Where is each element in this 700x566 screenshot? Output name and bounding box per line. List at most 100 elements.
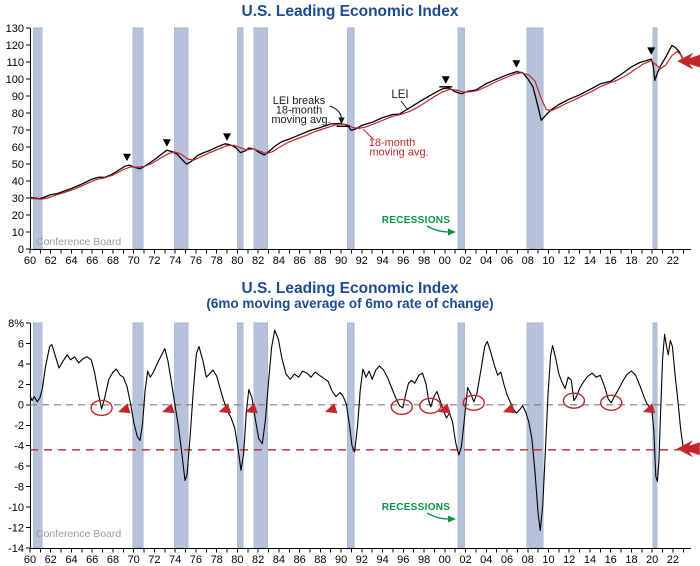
x-tick-label: 76 <box>190 255 202 267</box>
moving-avg-line <box>29 50 685 200</box>
recession-band <box>652 27 658 250</box>
y-tick-label: 10 <box>12 227 24 239</box>
x-tick-label: 92 <box>356 554 368 566</box>
recession-band <box>173 322 189 549</box>
x-tick-label: 78 <box>211 255 223 267</box>
y-tick-label: 6 <box>18 338 24 350</box>
false-alarm-oval-icon <box>390 398 413 416</box>
y-tick-label: 4 <box>18 359 24 371</box>
warning-arrowhead-icon <box>325 403 338 414</box>
x-tick-label: 86 <box>293 255 305 267</box>
recession-band <box>526 322 544 549</box>
x-tick-label: 12 <box>563 255 575 267</box>
x-tick-label: 62 <box>45 554 57 566</box>
x-tick-label: 94 <box>376 554 388 566</box>
recession-band <box>253 27 269 250</box>
recession-band <box>253 322 269 549</box>
y-tick-label: -8 <box>14 481 24 493</box>
x-tick-label: 16 <box>605 255 617 267</box>
y-tick-label: 130 <box>6 23 24 35</box>
recession-band <box>237 27 244 250</box>
x-tick-label: 18 <box>625 554 637 566</box>
x-tick-label: 22 <box>667 554 679 566</box>
x-tick-label: 78 <box>211 554 223 566</box>
false-alarm-oval-icon <box>419 397 442 414</box>
x-tick-label: 82 <box>252 255 264 267</box>
y-tick-label: -10 <box>8 502 24 514</box>
x-tick-label: 66 <box>86 554 98 566</box>
peak-marker-icon <box>441 76 450 84</box>
recessions-arrow-bottom <box>426 512 451 520</box>
y-tick-label: 0 <box>18 400 24 412</box>
x-tick-label: 02 <box>459 255 471 267</box>
y-tick-label: 2 <box>18 379 24 391</box>
recession-band <box>526 27 544 250</box>
warning-arrowhead-icon <box>502 403 516 414</box>
lei-breaks-annotation-line2: 18-month <box>276 105 322 117</box>
lei-breaks-annotation-line1: LEI breaks <box>273 95 326 107</box>
x-tick-label: 98 <box>418 255 430 267</box>
recession-band <box>457 322 465 549</box>
x-tick-label: 72 <box>148 554 160 566</box>
lei-rate-of-change-chart: 60 62 64 66 68 70 72 74 76 78 80 82 84 86 88 90 92 94 96 98… <box>8 318 700 566</box>
x-tick-label: 76 <box>190 554 202 566</box>
x-tick-label: 98 <box>418 554 430 566</box>
lei-breaks-arrowhead-icon <box>338 117 345 125</box>
warning-arrowhead-icon <box>245 403 258 414</box>
x-tick-label: 60 <box>24 554 36 566</box>
x-tick-label: 72 <box>148 255 160 267</box>
y-tick-label: -2 <box>14 420 24 432</box>
x-tick-label: 80 <box>231 255 243 267</box>
y-tick-label: -6 <box>14 461 24 473</box>
y-tick-label: 60 <box>12 142 24 154</box>
x-tick-label: 68 <box>107 255 119 267</box>
recession-band <box>32 27 43 250</box>
top-chart-title: U.S. Leading Economic Index <box>241 3 458 20</box>
recessions-arrowhead-top-icon <box>448 228 456 236</box>
false-alarm-oval-icon <box>600 394 623 411</box>
current-value-arrow-icon <box>676 440 700 458</box>
x-tick-label: 08 <box>522 554 534 566</box>
x-tick-label: 10 <box>542 255 554 267</box>
lei-line-label: LEI <box>391 89 408 101</box>
y-tick-label: 0 <box>18 244 24 256</box>
moving-avg-label-line2: moving avg. <box>369 147 428 159</box>
lei-line <box>29 44 683 200</box>
x-tick-label: 66 <box>86 255 98 267</box>
warning-arrowhead-icon <box>218 403 232 414</box>
warning-arrowhead-icon <box>438 403 451 414</box>
x-tick-label: 96 <box>397 255 409 267</box>
x-tick-label: 08 <box>522 255 534 267</box>
bottom-chart-subtitle: (6mo moving average of 6mo rate of chang… <box>206 296 493 311</box>
x-tick-label: 84 <box>273 554 285 566</box>
x-tick-label: 64 <box>65 554 77 566</box>
x-tick-label: 92 <box>356 255 368 267</box>
current-value-arrow-icon <box>677 52 700 70</box>
x-tick-label: 04 <box>480 554 492 566</box>
recessions-arrowhead-bottom-icon <box>448 515 456 523</box>
false-alarm-oval-icon <box>90 399 113 417</box>
x-tick-label: 22 <box>667 255 679 267</box>
warning-arrowhead-icon <box>642 403 656 414</box>
x-tick-label: 14 <box>584 255 596 267</box>
y-tick-label: 90 <box>12 91 24 103</box>
y-tick-label: 40 <box>12 176 24 188</box>
false-alarm-oval-icon <box>562 392 586 409</box>
source-credit-top: Conference Board <box>36 236 121 248</box>
x-tick-label: 82 <box>252 554 264 566</box>
x-tick-label: 18 <box>625 255 637 267</box>
x-tick-label: 88 <box>314 255 326 267</box>
y-tick-label: 120 <box>6 40 24 52</box>
x-tick-label: 16 <box>605 554 617 566</box>
x-tick-label: 88 <box>314 554 326 566</box>
y-tick-label: 8% <box>8 318 24 330</box>
peak-marker-icon <box>647 47 656 55</box>
x-tick-label: 06 <box>501 554 513 566</box>
recession-band <box>457 27 465 250</box>
recession-band <box>237 322 244 549</box>
y-tick-label: 30 <box>12 193 24 205</box>
lei-breaks-annotation-line3: moving avg. <box>271 114 330 126</box>
recession-band <box>346 27 355 250</box>
